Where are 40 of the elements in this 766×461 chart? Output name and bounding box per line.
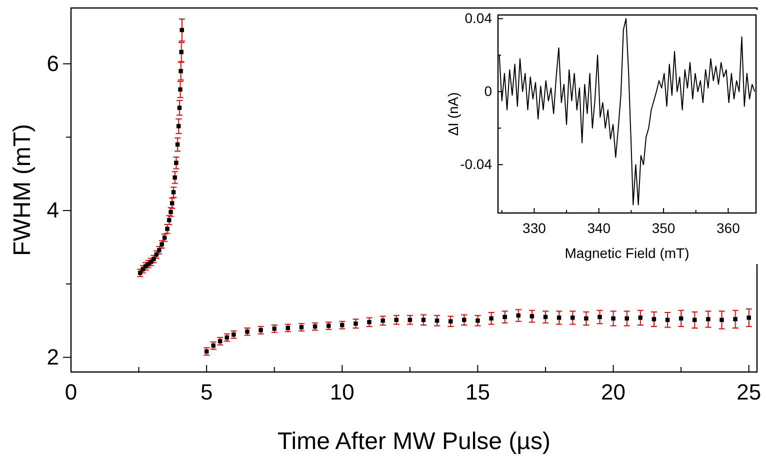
point xyxy=(706,317,710,322)
x-tick-label: 350 xyxy=(652,220,676,236)
point xyxy=(611,316,616,321)
y-tick-label: 6 xyxy=(46,50,59,76)
point xyxy=(584,316,588,321)
y-tick-label: 4 xyxy=(46,198,59,223)
x-tick-label: 15 xyxy=(465,380,490,405)
point xyxy=(692,318,697,322)
x-tick-label: 25 xyxy=(736,380,762,405)
x-axis-title: Magnetic Field (mT) xyxy=(564,245,690,261)
point xyxy=(476,318,480,323)
point xyxy=(448,319,453,324)
point xyxy=(746,316,751,320)
point xyxy=(489,316,494,321)
y-tick-label: 0 xyxy=(484,83,492,100)
point xyxy=(462,318,466,322)
point xyxy=(434,318,440,323)
x-tick-label: 0 xyxy=(64,380,78,405)
x-axis-title: Time After MW Pulse (µs) xyxy=(278,428,550,455)
point xyxy=(720,318,724,322)
point xyxy=(530,314,534,318)
x-tick-label: 5 xyxy=(200,380,213,405)
x-tick-label: 10 xyxy=(330,380,354,405)
y-tick-label: -0.04 xyxy=(460,156,492,172)
point xyxy=(598,314,602,320)
x-tick-label: 360 xyxy=(716,220,740,236)
point xyxy=(638,316,643,320)
x-tick-label: 20 xyxy=(601,380,626,405)
point xyxy=(733,317,738,322)
point xyxy=(556,316,562,320)
y-axis-title: FWHM (mT) xyxy=(9,124,36,256)
y-axis-title: ΔI (nA) xyxy=(445,92,461,136)
point xyxy=(624,316,629,321)
x-tick-label: 330 xyxy=(522,220,546,236)
point xyxy=(502,314,507,320)
x-tick-label: 340 xyxy=(587,220,611,236)
point xyxy=(652,317,656,322)
point xyxy=(570,316,575,320)
y-tick-label: 2 xyxy=(46,344,59,370)
y-tick-label: 0.04 xyxy=(464,10,492,26)
